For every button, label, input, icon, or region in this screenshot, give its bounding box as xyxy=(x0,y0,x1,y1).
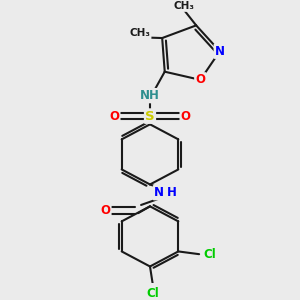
Text: O: O xyxy=(100,204,110,217)
Text: O: O xyxy=(181,110,191,123)
Text: CH₃: CH₃ xyxy=(129,28,150,38)
Text: O: O xyxy=(195,74,205,86)
Text: N: N xyxy=(215,45,225,58)
Text: S: S xyxy=(145,110,155,123)
Text: NH: NH xyxy=(140,89,160,102)
Text: O: O xyxy=(109,110,119,123)
Text: Cl: Cl xyxy=(147,287,159,300)
Text: H: H xyxy=(167,186,177,199)
Text: CH₃: CH₃ xyxy=(173,1,194,11)
Text: Cl: Cl xyxy=(203,248,216,261)
Text: N: N xyxy=(154,186,164,199)
